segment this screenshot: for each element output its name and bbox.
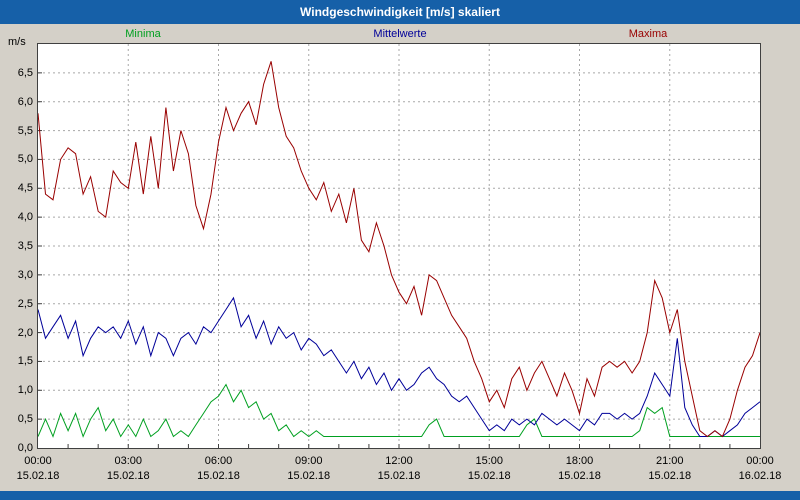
y-tick-label: 1,5	[17, 355, 33, 368]
legend-mittelwerte: Mittelwerte	[373, 28, 427, 40]
x-tick-time: 12:00	[385, 455, 413, 467]
window-title: Windgeschwindigkeit [m/s] skaliert	[300, 5, 500, 19]
y-tick-label: 5,5	[17, 124, 33, 137]
wind-speed-chart	[38, 44, 760, 448]
x-axis-labels: 00:00 15.02.18 03:00 15.02.18 06:00 15.02.18 0…	[17, 452, 782, 488]
y-tick-label: 5,0	[17, 153, 33, 166]
y-tick-label: 2,5	[17, 297, 33, 310]
x-tick-date: 15.02.18	[106, 470, 150, 482]
x-tick-time: 06:00	[204, 455, 233, 467]
y-tick-label: 1,0	[17, 384, 33, 397]
y-tick-label: 6,0	[17, 95, 33, 108]
x-tick-date: 15.02.18	[16, 470, 60, 482]
y-tick-label: 0,0	[17, 442, 33, 454]
x-tick-date: 15.02.18	[197, 470, 240, 482]
y-axis-labels: 0,0 0,5 1,0 1,5 2,0 2,5 3,0 3,5 4,0 4,5 5,0 5,5 6,0 6…	[0, 44, 33, 454]
x-tick-date: 15.02.18	[558, 470, 601, 482]
y-tick-label: 4,0	[17, 211, 33, 224]
x-tick-date: 16.02.18	[738, 470, 782, 482]
title-bar: Windgeschwindigkeit [m/s] skaliert	[0, 0, 800, 24]
y-tick-label: 4,5	[17, 182, 33, 195]
y-tick-label: 3,0	[17, 268, 33, 281]
x-tick-time: 18:00	[565, 455, 594, 467]
x-tick-time: 09:00	[294, 455, 323, 467]
y-tick-label: 6,5	[17, 66, 33, 79]
legend-maxima: Maxima	[628, 28, 668, 40]
y-tick-label: 0,5	[17, 413, 33, 426]
x-tick-time: 00:00	[24, 455, 52, 467]
x-tick-time: 21:00	[655, 455, 684, 467]
plot-area	[37, 43, 761, 449]
x-tick-time: 15:00	[475, 455, 504, 467]
x-tick-date: 15.02.18	[648, 470, 692, 482]
x-tick-date: 15.02.18	[377, 470, 421, 482]
x-tick-time: 00:00	[746, 455, 774, 467]
y-axis-unit-label: m/s	[8, 36, 26, 48]
y-tick-label: 2,0	[17, 326, 33, 339]
x-tick-time: 03:00	[114, 455, 143, 467]
x-tick-date: 15.02.18	[467, 470, 511, 482]
x-tick-date: 15.02.18	[287, 470, 331, 482]
legend-minima: Minima	[125, 28, 161, 40]
y-tick-label: 3,5	[17, 240, 33, 252]
bottom-bar	[0, 491, 800, 500]
